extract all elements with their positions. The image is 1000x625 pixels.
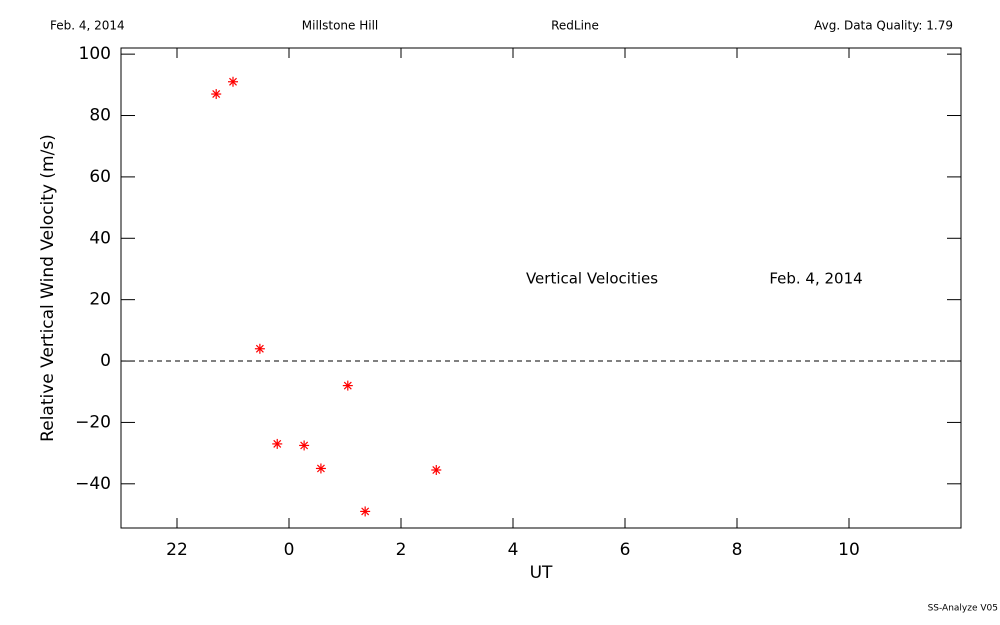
y-tick-label: 0 (100, 351, 111, 371)
x-tick-label: 8 (732, 540, 743, 560)
x-tick-label: 2 (396, 540, 407, 560)
header-date: Feb. 4, 2014 (50, 19, 125, 33)
point (431, 464, 442, 475)
annotation: Vertical Velocities (526, 270, 658, 288)
point (299, 440, 310, 451)
header-line: RedLine (551, 19, 599, 33)
y-tick-label: −40 (75, 474, 111, 494)
point (228, 76, 238, 87)
x-tick-label: 10 (838, 540, 860, 560)
point (272, 438, 283, 449)
x-tick-label: 6 (620, 540, 631, 560)
plot-frame (120, 47, 962, 529)
header-site: Millstone Hill (302, 19, 378, 33)
point (315, 463, 326, 474)
annotation: Feb. 4, 2014 (769, 270, 862, 288)
footer: SS-Analyze V05 (928, 604, 998, 614)
y-tick-label: −20 (75, 412, 111, 432)
y-tick-label: 20 (89, 290, 111, 310)
x-tick-label: 22 (166, 540, 188, 560)
header-quality: Avg. Data Quality: 1.79 (814, 19, 953, 33)
point (342, 380, 353, 391)
x-tick-label: 4 (508, 540, 519, 560)
y-tick-label: 100 (79, 44, 111, 64)
point (360, 506, 371, 517)
y-axis-label: Relative Vertical Wind Velocity (m/s) (38, 134, 58, 442)
x-tick-label: 0 (284, 540, 295, 560)
y-tick-label: 40 (89, 228, 111, 248)
x-axis-label: UT (530, 563, 553, 583)
point (254, 343, 265, 354)
y-tick-label: 60 (89, 167, 111, 187)
y-tick-label: 80 (89, 106, 111, 126)
point (211, 89, 222, 100)
